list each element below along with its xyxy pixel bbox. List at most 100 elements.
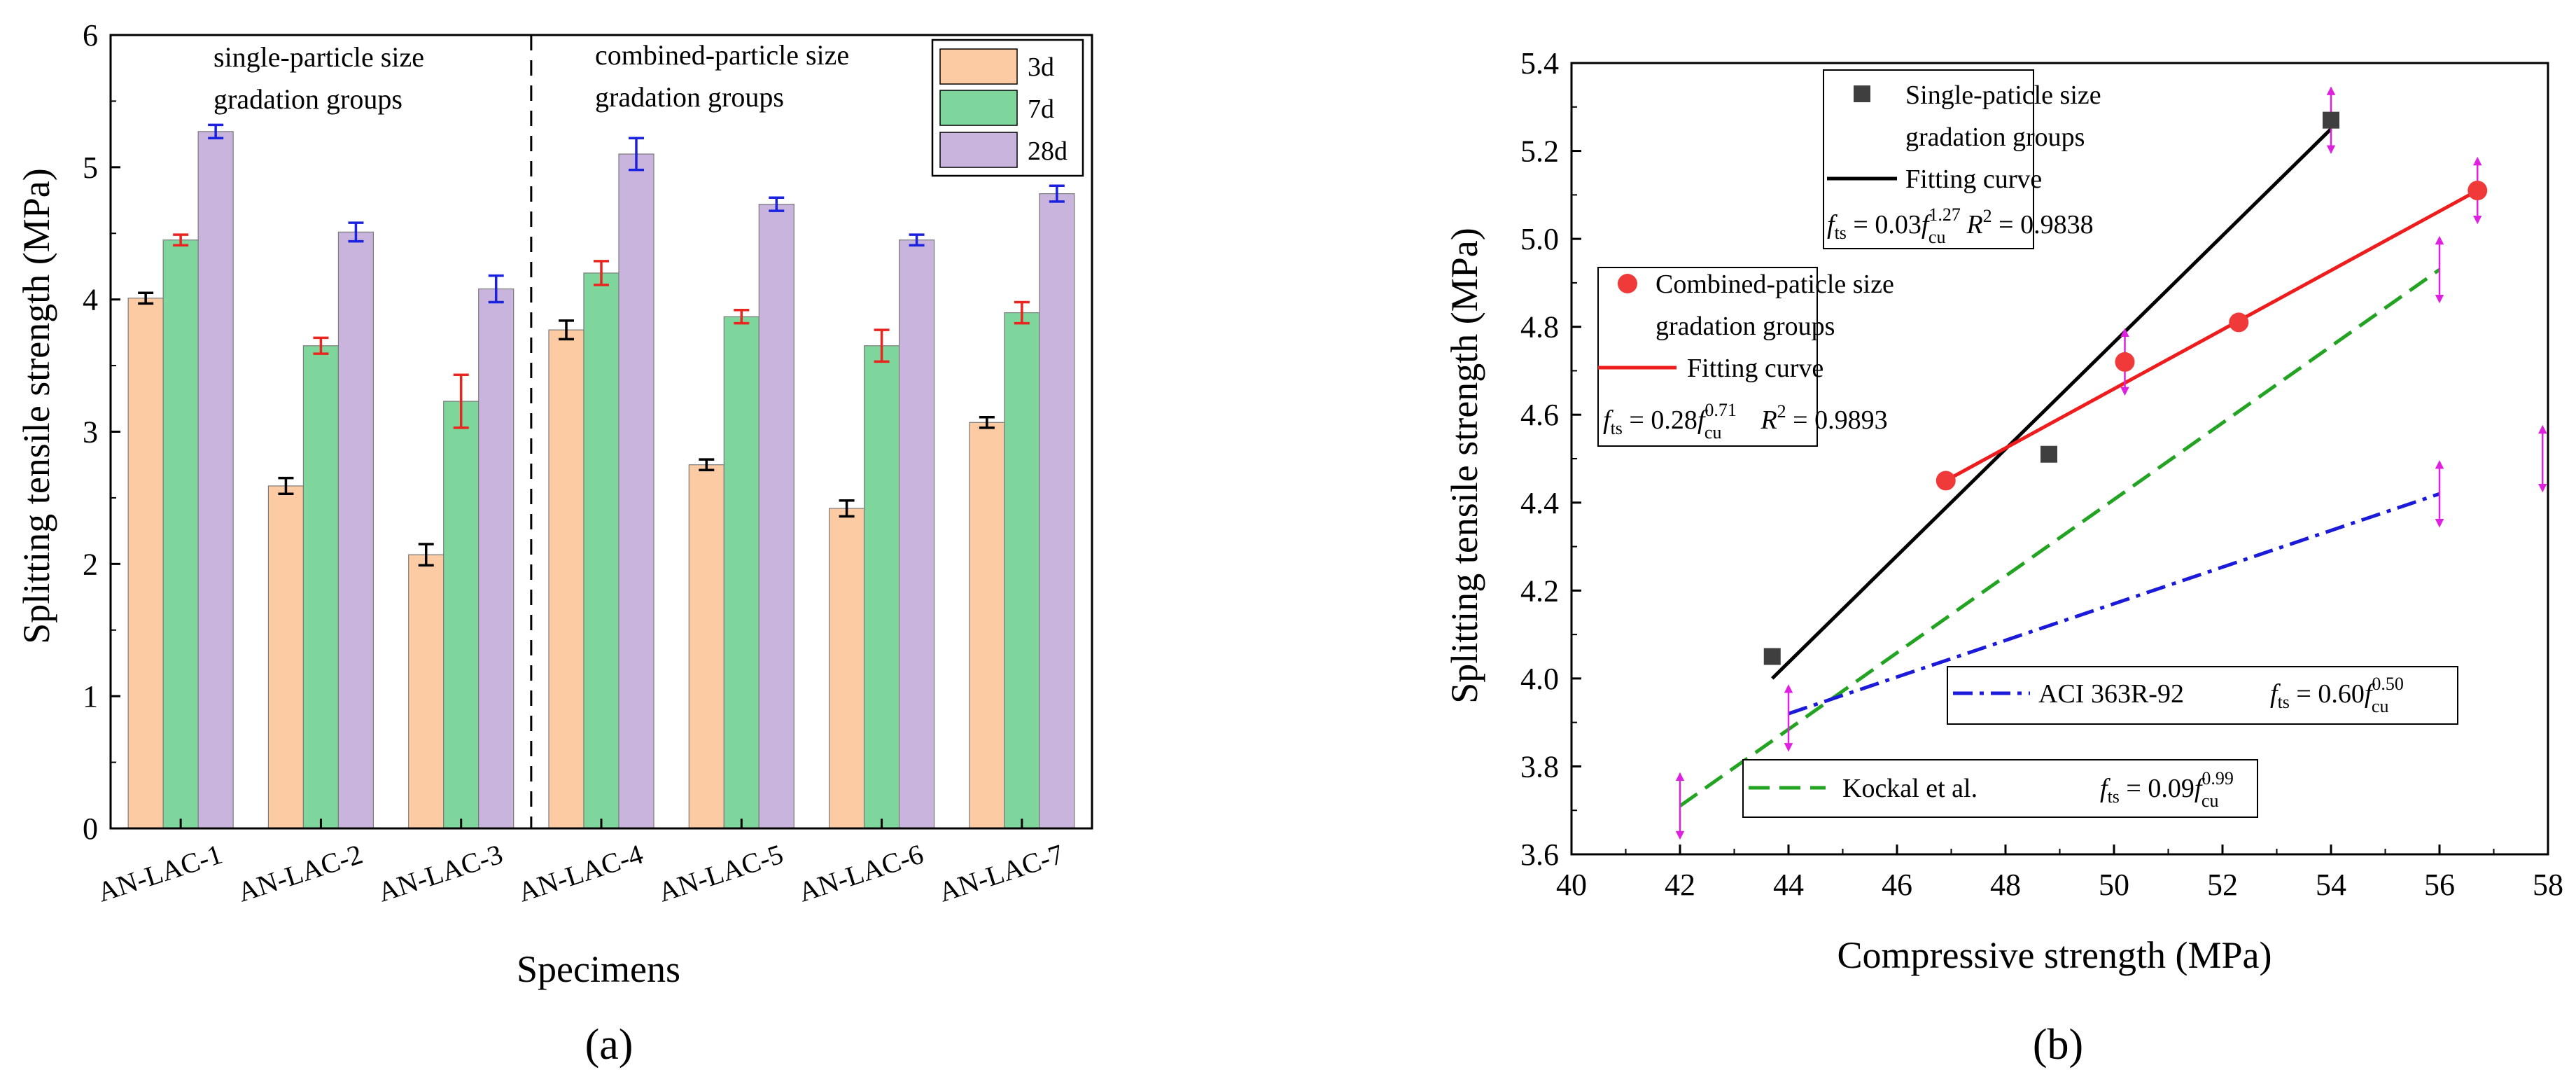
eq-kockal-sup: 0.99 <box>2202 768 2234 788</box>
x-tick-label: 46 <box>1882 868 1912 902</box>
legend-combined-frame <box>1597 267 1818 447</box>
y-tick-label: 2 <box>83 547 98 581</box>
x-tick-label: AN-LAC-6 <box>794 838 927 908</box>
legend-aci: ACI 363R-92 fts = 0.60f0.50 cu <box>1947 666 2458 725</box>
legend-combined-equation: fts = 0.28f0.71 cu R2 = 0.9893 <box>1603 400 1888 443</box>
eq-aci-mid: = 0.60 <box>2290 679 2365 709</box>
eq-single-sup: 1.27 <box>1928 204 1961 225</box>
x-tick-label: 48 <box>1990 868 2021 902</box>
error-bar-3d-AN-LAC-2 <box>278 476 294 496</box>
error-bar-3d-AN-LAC-1 <box>138 291 154 305</box>
x-tick-label: AN-LAC-1 <box>94 838 226 908</box>
point-single <box>1763 648 1781 665</box>
error-bar-group <box>138 123 1065 567</box>
point-combined <box>2468 181 2488 201</box>
bar-7d-AN-LAC-4 <box>583 272 620 829</box>
error-bar-28d-AN-LAC-6 <box>909 233 925 246</box>
legend-label-28d: 28d <box>1028 137 1068 166</box>
y-tick-label: 5.4 <box>1520 46 1559 81</box>
y-axis-title: Splitting tensile strength (MPa) <box>1443 228 1485 703</box>
legend-kockal-label: Kockal et al. <box>1842 774 1977 803</box>
legend-swatch-28d <box>939 132 1018 168</box>
x-tick-label: 56 <box>2424 868 2455 902</box>
bar-28d-AN-LAC-4 <box>618 153 654 829</box>
legend: 3d 7d 28d <box>931 39 1084 177</box>
y-tick-label: 5 <box>83 151 98 185</box>
x-tick-label: 44 <box>1773 868 1804 902</box>
error-bar-7d-AN-LAC-3 <box>453 373 469 429</box>
error-bar-28d-AN-LAC-1 <box>208 123 224 140</box>
y-tick-label: 4.4 <box>1520 486 1559 520</box>
eq-single-r-val: = 0.9838 <box>1992 210 2094 239</box>
annotation-single-line1: single-particle size <box>214 41 424 73</box>
x-tick-label: 42 <box>1665 868 1695 902</box>
curve-single-fit <box>1770 127 2332 680</box>
legend-combined-label1: Combined-paticle size <box>1656 270 1894 299</box>
legend-single-equation: fts = 0.03f1.27 cu R2 = 0.9838 <box>1827 204 2094 247</box>
legend-aci-frame <box>1947 666 2458 725</box>
legend-combined-marker <box>1618 274 1637 293</box>
legend-combined-curve-label: Fitting curve <box>1687 354 1823 383</box>
error-bar-3d-AN-LAC-7 <box>979 415 995 429</box>
y-tick-label: 5.2 <box>1520 134 1559 169</box>
x-tick-label: 40 <box>1556 868 1587 902</box>
panel-label-a: (a) <box>585 1021 634 1069</box>
legend-single-marker <box>1854 85 1870 102</box>
eq-combined-r: R <box>1760 405 1777 435</box>
error-bar-28d-AN-LAC-3 <box>488 274 504 304</box>
y-tick-label: 4 <box>83 283 98 317</box>
error-bar-3d-AN-LAC-5 <box>699 458 715 472</box>
annotation-combined-line2: gradation groups <box>595 81 784 113</box>
error-bar-7d-AN-LAC-7 <box>1014 300 1030 325</box>
x-tick-label: AN-LAC-4 <box>514 838 646 908</box>
point-single <box>2323 111 2339 129</box>
y-axis-title: Splitting tensile strength (MPa) <box>15 168 57 644</box>
eq-single-sub: cu <box>1928 227 1946 247</box>
bar-28d-AN-LAC-5 <box>758 204 794 829</box>
error-bar-3d-AN-LAC-6 <box>839 499 855 518</box>
bar-28d-AN-LAC-7 <box>1039 193 1075 829</box>
point-combined <box>1935 471 1956 491</box>
bar-28d-AN-LAC-2 <box>337 231 374 829</box>
legend-swatch-3d <box>939 48 1018 85</box>
error-bar-3d-AN-LAC-3 <box>418 543 434 567</box>
eq-combined-r-sup: 2 <box>1777 401 1786 422</box>
eq-kockal-mid: = 0.09 <box>2120 774 2194 803</box>
bar-7d-AN-LAC-7 <box>1004 312 1040 829</box>
legend-kockal-frame <box>1742 759 2258 818</box>
y-tick-label: 4.6 <box>1520 398 1559 432</box>
eq-combined-r-val: = 0.9893 <box>1786 405 1888 435</box>
point-combined <box>2115 352 2135 372</box>
legend-combined-label2: gradation groups <box>1656 312 1835 341</box>
legend-label-7d: 7d <box>1028 95 1054 124</box>
x-axis-title: Compressive strength (MPa) <box>1837 934 2272 976</box>
bar-3d-AN-LAC-3 <box>408 554 444 829</box>
bar-series-group <box>127 131 1075 829</box>
legend-aci-label: ACI 363R-92 <box>2038 679 2184 709</box>
error-bar-7d-AN-LAC-6 <box>874 328 890 363</box>
legend-single: Single-paticle size gradation groups Fit… <box>1823 69 2101 249</box>
error-bar-7d-AN-LAC-5 <box>734 309 750 325</box>
eq-single-lhs-sub: ts <box>1835 223 1847 243</box>
x-tick-label: AN-LAC-7 <box>934 838 1067 908</box>
bar-28d-AN-LAC-1 <box>197 131 234 829</box>
eq-combined-lhs-sub: ts <box>1611 418 1623 438</box>
eq-combined-sub: cu <box>1704 422 1722 443</box>
point-group <box>1763 111 2488 665</box>
bar-28d-AN-LAC-3 <box>478 288 514 829</box>
x-tick-label: AN-LAC-5 <box>654 838 787 908</box>
error-bar-3d-AN-LAC-4 <box>559 319 574 341</box>
eq-aci-sub: cu <box>2372 696 2389 716</box>
annotation-combined-line1: combined-particle size <box>595 39 849 71</box>
curve-combined-fit <box>1945 188 2479 482</box>
bar-7d-AN-LAC-2 <box>302 345 340 829</box>
bar-7d-AN-LAC-6 <box>863 345 900 829</box>
annotation-single-line2: gradation groups <box>214 83 402 115</box>
eq-kockal-sub: cu <box>2202 791 2219 811</box>
eq-combined-mid: = 0.28 <box>1623 405 1698 435</box>
legend-single-curve-label: Fitting curve <box>1905 165 2042 194</box>
error-bar-28d-AN-LAC-5 <box>769 196 785 212</box>
bar-3d-AN-LAC-7 <box>969 422 1005 829</box>
eq-single-r: R <box>1966 210 1982 239</box>
